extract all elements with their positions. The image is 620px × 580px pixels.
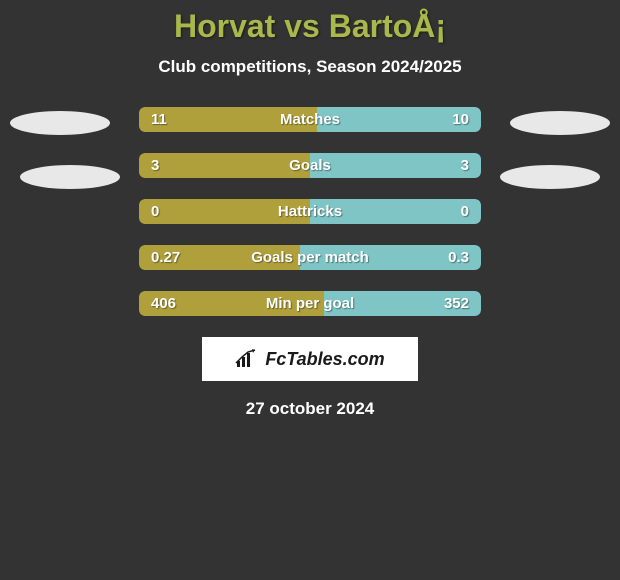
stats-area: 1110Matches 33Goals 00Hattricks 0.270.3Goal…: [0, 107, 620, 316]
comparison-title: Horvat vs BartoÅ¡: [0, 8, 620, 45]
logo-text: FcTables.com: [265, 349, 384, 370]
stat-label: Matches: [139, 111, 481, 128]
team-badge-left-2: [20, 165, 120, 189]
date-text: 27 october 2024: [0, 399, 620, 419]
logo-box[interactable]: FcTables.com: [202, 337, 418, 381]
stat-label: Goals per match: [139, 249, 481, 266]
team-badge-left-1: [10, 111, 110, 135]
main-container: Horvat vs BartoÅ¡ Club competitions, Sea…: [0, 0, 620, 419]
team-badge-right-2: [500, 165, 600, 189]
season-subtitle: Club competitions, Season 2024/2025: [0, 57, 620, 77]
stat-label: Hattricks: [139, 203, 481, 220]
stat-row: 00Hattricks: [139, 199, 481, 224]
stat-row: 33Goals: [139, 153, 481, 178]
stat-label: Min per goal: [139, 295, 481, 312]
chart-icon: [235, 349, 259, 369]
team-badge-right-1: [510, 111, 610, 135]
logo-content: FcTables.com: [235, 349, 384, 370]
stat-row: 1110Matches: [139, 107, 481, 132]
stat-rows-container: 1110Matches 33Goals 00Hattricks 0.270.3Goal…: [139, 107, 481, 316]
stat-row: 406352Min per goal: [139, 291, 481, 316]
stat-label: Goals: [139, 157, 481, 174]
stat-row: 0.270.3Goals per match: [139, 245, 481, 270]
